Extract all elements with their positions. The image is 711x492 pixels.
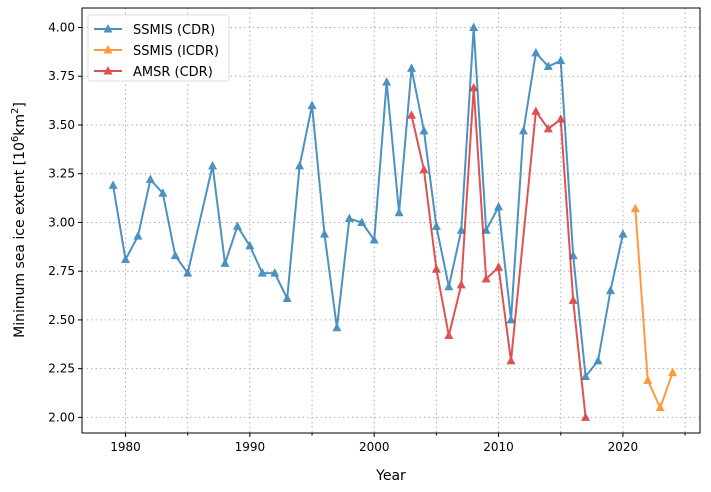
data-point [531,47,541,57]
data-point [469,82,479,92]
data-point [518,125,528,135]
data-point [668,367,678,377]
legend-box [87,14,230,82]
series-1 [630,203,678,412]
data-point [270,268,280,277]
legend-marker [103,24,113,33]
data-point [531,106,541,115]
data-point [394,207,404,217]
y-tick-label: 2.25 [48,362,75,376]
x-tick-label: 2020 [608,440,639,454]
y-tick-label: 2.00 [48,410,75,424]
data-point [556,55,566,65]
y-tick-label: 3.00 [48,215,75,229]
x-tick-label: 1990 [235,440,266,454]
data-point [506,355,516,365]
data-point [605,285,615,295]
x-tick-label: 2000 [359,440,390,454]
data-point [232,221,242,230]
data-point [407,63,417,72]
data-point [121,254,131,263]
data-point [407,110,417,119]
data-point [344,213,354,223]
data-point [183,268,193,277]
ticks: 1980 1990 2000 2010 2020 2.00 2.25 2.50 2.75 3.00… [48,20,686,454]
legend-label: SSMIS (CDR) [133,23,215,38]
data-point [444,330,454,340]
data-point [357,217,367,226]
data-point [494,201,504,211]
ylabel-pre: Minimum sea ice extent [10 [12,142,28,338]
data-point [643,375,653,384]
legend-item [94,45,122,54]
y-tick-label: 2.75 [48,264,75,278]
series-line [634,208,674,411]
y-tick-label: 2.50 [48,313,75,327]
data-point [655,402,665,412]
y-tick-label: 3.75 [48,69,75,83]
data-point [220,258,230,267]
data-point [581,412,591,421]
series-group [108,22,678,421]
data-point [145,174,155,184]
ylabel-sup2: 2 [10,108,21,114]
data-point [456,225,466,234]
legend-label: AMSR (CDR) [133,65,213,80]
x-axis-label: Year [375,468,406,484]
legend-marker [103,45,113,54]
data-point [431,264,441,273]
legend-item [94,24,122,33]
legend-label: SSMIS (ICDR) [133,44,219,59]
data-point [369,234,379,244]
legend-item [94,66,122,75]
data-point [332,322,342,332]
data-point [618,229,628,238]
data-point [170,250,180,260]
data-point [593,355,603,365]
data-point [431,221,441,230]
data-point [282,293,292,302]
plot-frame [81,7,701,434]
series-2 [407,82,591,421]
ylabel-mid: km [12,114,28,136]
y-tick-label: 3.50 [48,118,75,132]
data-point [630,203,640,213]
x-tick-label: 1980 [110,440,141,454]
data-point [494,262,504,271]
y-tick-label: 3.25 [48,167,75,181]
x-tick-label: 2010 [483,440,514,454]
data-point [581,371,591,380]
data-point [108,180,118,189]
data-point [257,268,267,277]
series-0 [108,22,628,380]
data-point [208,160,218,170]
data-point [245,240,255,250]
data-point [543,123,553,133]
legend-marker [103,66,113,75]
data-point [419,125,429,135]
data-point [444,281,454,291]
data-point [133,231,143,240]
data-point [543,61,553,70]
data-point [295,160,305,170]
data-point [319,229,329,238]
data-point [158,188,168,197]
data-point [307,100,317,109]
data-point [568,295,578,304]
series-line [410,87,587,418]
data-point [556,114,566,123]
ylabel-sup1: 6 [10,136,21,142]
data-point [456,279,466,289]
y-axis-label: Minimum sea ice extent [106km2] [10,102,28,338]
data-point [481,273,491,283]
data-point [382,77,392,86]
data-point [469,22,479,31]
data-point [506,314,516,324]
y-tick-label: 4.00 [48,20,75,34]
ylabel-post: ] [12,102,28,107]
data-point [419,164,429,174]
legend: SSMIS (CDR) SSMIS (ICDR) AMSR (CDR) [87,14,230,82]
